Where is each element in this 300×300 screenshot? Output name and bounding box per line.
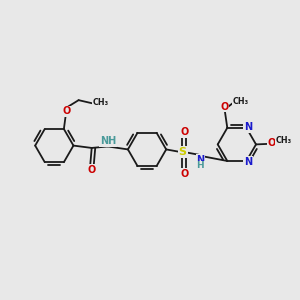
Text: H: H xyxy=(196,161,204,170)
Text: NH: NH xyxy=(100,136,116,146)
Text: O: O xyxy=(268,138,276,148)
Text: N: N xyxy=(244,157,252,166)
Text: O: O xyxy=(180,127,188,137)
Text: CH₃: CH₃ xyxy=(276,136,292,145)
Text: CH₃: CH₃ xyxy=(232,97,249,106)
Text: N: N xyxy=(196,155,204,165)
Text: S: S xyxy=(179,147,187,157)
Text: N: N xyxy=(244,122,252,132)
Text: O: O xyxy=(180,169,188,178)
Text: O: O xyxy=(87,165,95,175)
Text: O: O xyxy=(220,102,229,112)
Text: CH₃: CH₃ xyxy=(92,98,108,107)
Text: O: O xyxy=(62,106,70,116)
